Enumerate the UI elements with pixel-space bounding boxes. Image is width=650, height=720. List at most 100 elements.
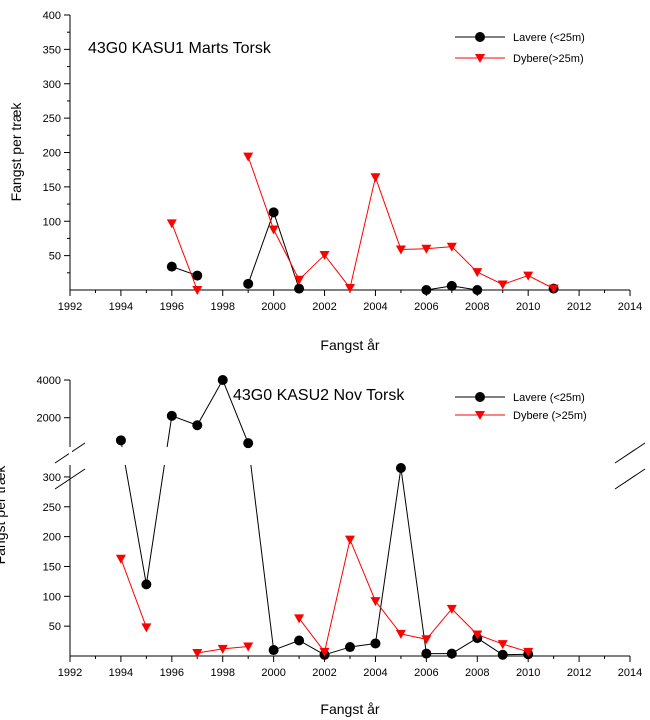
data-point (141, 579, 152, 590)
data-point (446, 648, 457, 659)
data-point (523, 647, 534, 657)
data-point (319, 647, 330, 657)
y-axis-gap (69, 447, 72, 465)
data-point (294, 635, 305, 646)
data-point (217, 644, 228, 654)
data-point (294, 614, 305, 624)
series-line (250, 464, 275, 651)
data-point (166, 219, 177, 229)
x-tick-label: 1998 (210, 301, 234, 313)
data-point (115, 435, 126, 446)
data-point (268, 225, 279, 235)
data-point (446, 242, 457, 252)
y-tick-label: 150 (43, 182, 61, 194)
x-tick-label: 2014 (618, 301, 642, 313)
series-line (196, 379, 224, 426)
x-tick-label: 1996 (160, 667, 184, 679)
data-point (395, 629, 406, 639)
x-axis-label: Fangst år (320, 337, 379, 353)
data-point (166, 261, 177, 272)
x-tick-label: 2004 (363, 301, 387, 313)
y-tick-label: 350 (43, 44, 61, 56)
data-point (472, 285, 483, 295)
legend-marker (475, 54, 485, 63)
series-line (120, 558, 147, 628)
series-line (171, 223, 198, 291)
legend-label: Dybere(>25m) (513, 53, 584, 65)
data-point (421, 244, 432, 254)
data-point (268, 645, 279, 656)
x-tick-label: 1998 (210, 667, 234, 679)
x-tick-label: 2008 (465, 301, 489, 313)
y-tick-label: 250 (43, 502, 61, 514)
data-point (243, 438, 254, 449)
data-point (421, 648, 432, 659)
data-point (523, 271, 534, 281)
x-tick-label: 2006 (414, 301, 438, 313)
legend-label: Lavere (<25m) (513, 32, 585, 44)
y-tick-label: 300 (43, 79, 61, 91)
data-point (421, 635, 432, 645)
data-point (192, 270, 203, 281)
y-tick-label: 150 (43, 561, 61, 573)
data-point (294, 275, 305, 285)
x-tick-label: 2010 (516, 301, 540, 313)
x-tick-label: 2000 (261, 667, 285, 679)
series-line (222, 379, 249, 444)
data-point (268, 207, 279, 218)
chart-title: 43G0 KASU1 Marts Torsk (88, 40, 272, 57)
data-point (243, 642, 254, 652)
x-tick-label: 1992 (58, 667, 82, 679)
series-line (166, 415, 173, 448)
data-point (395, 245, 406, 255)
legend-label: Lavere (<25m) (513, 392, 585, 404)
data-point (395, 462, 406, 473)
x-tick-label: 2000 (261, 301, 285, 313)
x-tick-label: 2008 (465, 667, 489, 679)
y-axis-break-mark (54, 468, 86, 490)
data-point (345, 283, 355, 293)
data-point (294, 283, 305, 294)
x-tick-label: 2006 (414, 667, 438, 679)
x-tick-label: 2012 (567, 301, 591, 313)
series-line (400, 467, 427, 654)
y-axis-label: Fangst per træk (0, 465, 8, 565)
axis-break-mark (614, 442, 646, 464)
data-point (243, 278, 254, 289)
legend-label: Dybere (>25m) (513, 410, 587, 422)
x-tick-label: 2002 (312, 301, 336, 313)
data-point (446, 604, 457, 614)
x-tick-label: 2002 (312, 667, 336, 679)
data-point (497, 640, 508, 650)
data-point (472, 630, 483, 640)
series-line (247, 156, 554, 290)
data-point (446, 280, 457, 291)
data-point (192, 420, 203, 431)
legend-marker (475, 392, 485, 402)
series-line (298, 537, 529, 653)
y-tick-label: 4000 (37, 375, 61, 387)
data-point (370, 597, 381, 607)
x-axis-label: Fangst år (320, 701, 379, 717)
data-point (548, 284, 559, 294)
data-point (370, 173, 381, 183)
series-line (124, 464, 147, 585)
axis-break-mark (614, 468, 646, 490)
series-line (374, 467, 402, 644)
legend-marker (475, 411, 485, 420)
series-line (476, 637, 504, 656)
y-tick-label: 200 (43, 532, 61, 544)
y-tick-label: 400 (43, 10, 61, 22)
y-tick-label: 100 (43, 591, 61, 603)
y-tick-label: 200 (43, 148, 61, 160)
data-point (319, 250, 330, 260)
data-point (472, 268, 483, 278)
x-tick-label: 1996 (160, 301, 184, 313)
data-point (421, 285, 432, 295)
x-tick-label: 2010 (516, 667, 540, 679)
data-point (497, 649, 508, 660)
y-tick-label: 250 (43, 113, 61, 125)
x-tick-label: 2004 (363, 667, 387, 679)
y-tick-label: 2000 (37, 413, 61, 425)
